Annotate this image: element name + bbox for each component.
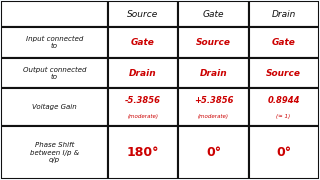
Text: Voltage Gain: Voltage Gain bbox=[32, 104, 77, 110]
Bar bbox=[249, 58, 319, 88]
Text: Drain: Drain bbox=[129, 69, 157, 78]
Text: Source: Source bbox=[266, 69, 301, 78]
Text: Gate: Gate bbox=[203, 10, 224, 19]
Bar bbox=[108, 1, 178, 27]
Text: 180°: 180° bbox=[127, 146, 159, 159]
Text: 0°: 0° bbox=[206, 146, 221, 159]
Text: (moderate): (moderate) bbox=[198, 114, 229, 119]
Bar bbox=[249, 1, 319, 27]
Text: Gate: Gate bbox=[272, 38, 295, 47]
Text: (moderate): (moderate) bbox=[128, 114, 158, 119]
Text: (≈ 1): (≈ 1) bbox=[276, 114, 291, 119]
Bar bbox=[1, 27, 108, 58]
Bar bbox=[1, 126, 108, 179]
Bar bbox=[249, 27, 319, 58]
Bar bbox=[108, 88, 178, 126]
Bar bbox=[1, 1, 108, 27]
Bar bbox=[108, 27, 178, 58]
Text: Drain: Drain bbox=[200, 69, 227, 78]
Bar bbox=[249, 88, 319, 126]
Text: Output connected
to: Output connected to bbox=[23, 67, 86, 80]
Text: 0°: 0° bbox=[276, 146, 291, 159]
Bar bbox=[178, 1, 249, 27]
Text: 0.8944: 0.8944 bbox=[267, 96, 300, 105]
Bar bbox=[1, 58, 108, 88]
Bar bbox=[108, 126, 178, 179]
Text: Gate: Gate bbox=[131, 38, 155, 47]
Text: +5.3856: +5.3856 bbox=[194, 96, 233, 105]
Bar bbox=[178, 27, 249, 58]
Text: Drain: Drain bbox=[271, 10, 296, 19]
Text: Input connected
to: Input connected to bbox=[26, 36, 83, 49]
Text: Source: Source bbox=[127, 10, 159, 19]
Text: -5.3856: -5.3856 bbox=[125, 96, 161, 105]
Bar bbox=[108, 58, 178, 88]
Bar bbox=[178, 88, 249, 126]
Text: Source: Source bbox=[196, 38, 231, 47]
Bar bbox=[1, 88, 108, 126]
Bar bbox=[178, 126, 249, 179]
Text: Phase Shift
between I/p &
o/p: Phase Shift between I/p & o/p bbox=[30, 142, 79, 163]
Bar bbox=[178, 58, 249, 88]
Bar bbox=[249, 126, 319, 179]
